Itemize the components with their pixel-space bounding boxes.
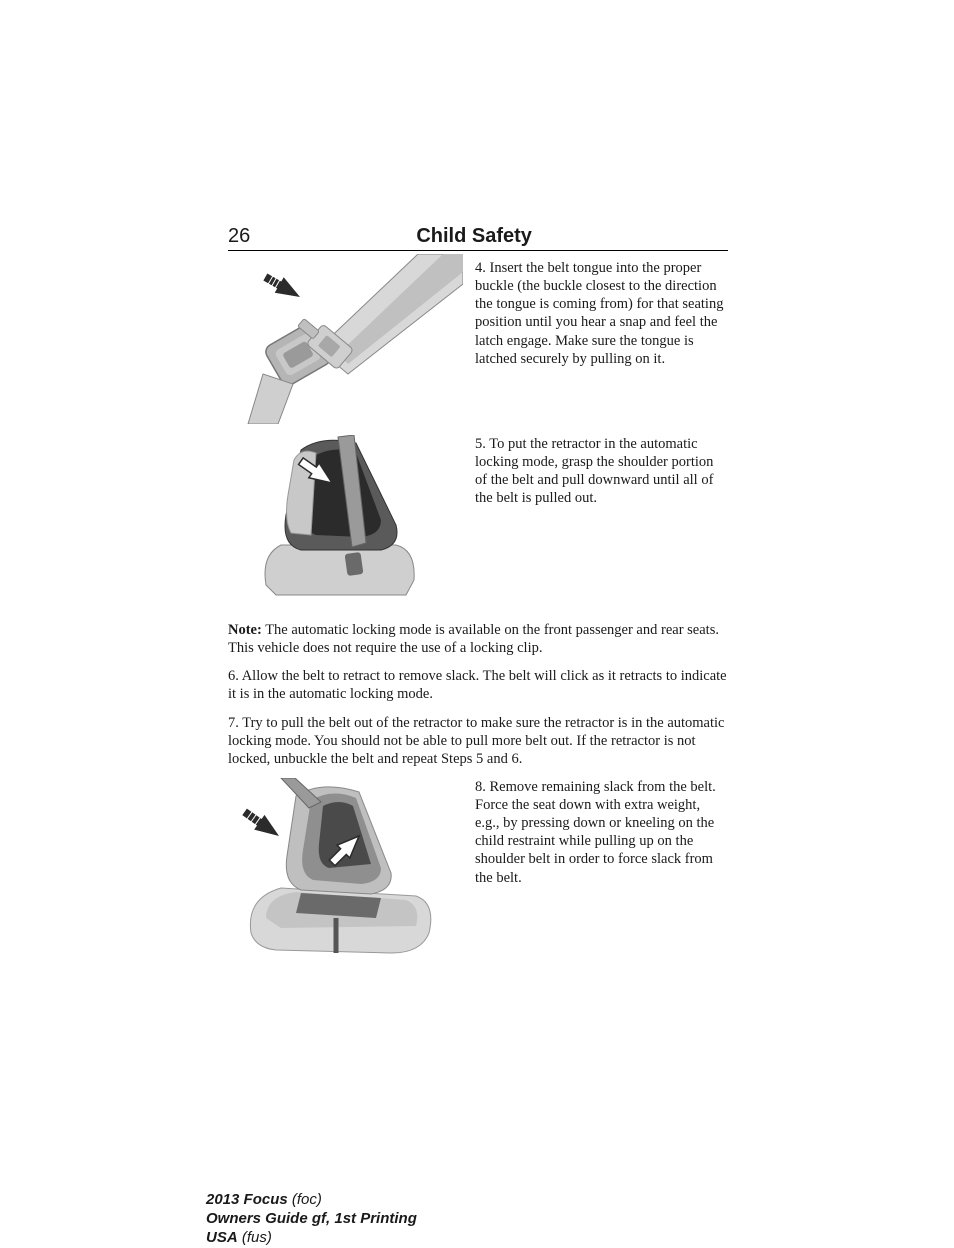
note-paragraph: Note: The automatic locking mode is avai…	[228, 621, 728, 657]
footer-line-1: 2013 Focus (foc)	[206, 1190, 417, 1209]
footer-line-2: Owners Guide gf, 1st Printing	[206, 1209, 417, 1228]
step-5-text: 5. To put the retractor in the automatic…	[475, 435, 728, 605]
step-6-text: 6. Allow the belt to retract to remove s…	[228, 667, 728, 703]
step-4-row: 4. Insert the belt tongue into the prope…	[228, 259, 728, 419]
page-title: Child Safety	[416, 225, 562, 248]
step-5-row: 5. To put the retractor in the automatic…	[228, 435, 728, 605]
page-footer: 2013 Focus (foc) Owners Guide gf, 1st Pr…	[206, 1190, 417, 1248]
step-8-row: 8. Remove remaining slack from the belt.…	[228, 778, 728, 968]
footer-region: USA	[206, 1229, 238, 1246]
belt-buckle-illustration	[228, 259, 463, 419]
footer-model: 2013 Focus	[206, 1191, 288, 1208]
note-text: The automatic locking mode is available …	[228, 622, 719, 656]
note-label: Note:	[228, 622, 262, 638]
step-8-text: 8. Remove remaining slack from the belt.…	[475, 778, 728, 968]
child-seat-pull-illustration	[228, 435, 463, 605]
step-7-text: 7. Try to pull the belt out of the retra…	[228, 714, 728, 768]
footer-line-3: USA (fus)	[206, 1228, 417, 1247]
child-seat-slack-illustration	[228, 778, 463, 968]
step-4-text: 4. Insert the belt tongue into the prope…	[475, 259, 728, 419]
page-number: 26	[228, 225, 250, 248]
footer-model-code: (foc)	[288, 1191, 322, 1208]
footer-region-code: (fus)	[238, 1229, 272, 1246]
page-header: 26 Child Safety	[228, 225, 728, 251]
